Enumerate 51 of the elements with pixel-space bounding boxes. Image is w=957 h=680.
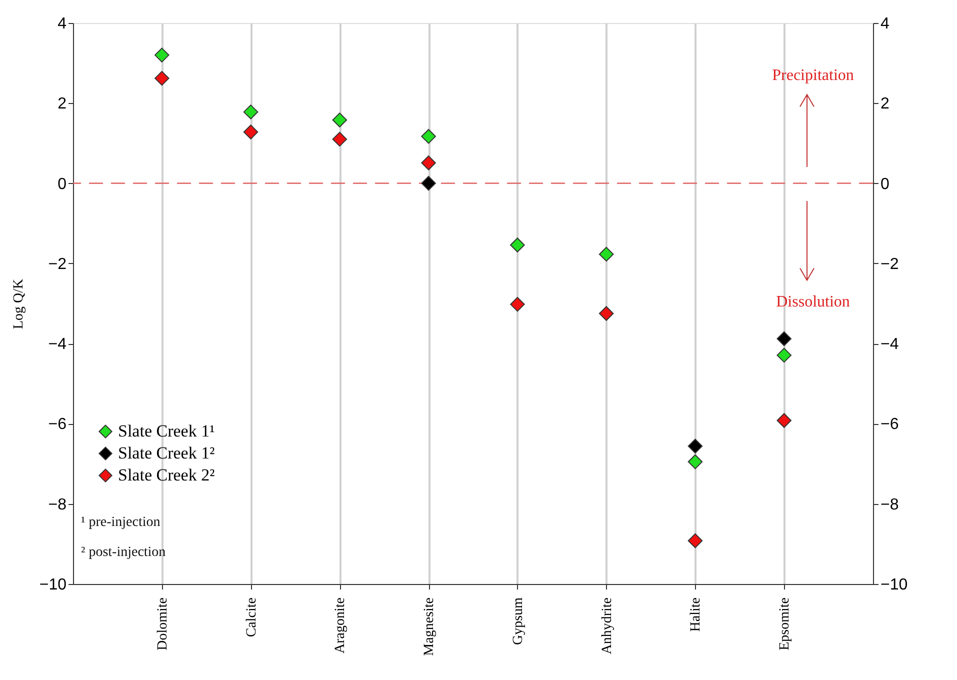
annotation: Dissolution <box>776 293 850 310</box>
y-axis-title: Log Q/K <box>11 278 26 330</box>
point <box>688 533 703 548</box>
point <box>154 70 170 86</box>
y2-tick-label: 2 <box>880 96 890 113</box>
y-tick-label: 2 <box>58 96 67 113</box>
x-tick-label: Epsomite <box>778 598 793 650</box>
annotation: ¹ pre-injection <box>81 515 160 530</box>
x-tick-label: Gypsum <box>510 597 526 645</box>
annotation: ² post-injection <box>81 545 166 560</box>
y2-tick-label: 4 <box>880 16 890 32</box>
y2-tick-label: −8 <box>880 496 899 514</box>
annotation: Precipitation <box>772 67 854 84</box>
point <box>776 331 792 346</box>
point <box>776 413 792 428</box>
point <box>776 348 792 363</box>
legend-label: Slate Creek 1¹ <box>118 422 215 440</box>
point <box>510 238 525 252</box>
y2-tick-label: 0 <box>880 176 890 193</box>
y-tick-label: −2 <box>48 256 67 273</box>
y-tick-label: −8 <box>48 496 67 514</box>
x-tick-label: Magnesite <box>422 598 438 656</box>
x-tick-label: Anhydrite <box>600 598 615 654</box>
x-tick-label: Calcite <box>244 598 260 638</box>
point <box>243 104 258 120</box>
y-tick-label: 0 <box>58 176 67 193</box>
point <box>154 48 170 62</box>
point <box>598 306 614 321</box>
point <box>243 124 258 140</box>
y-tick-label: 4 <box>58 16 67 32</box>
point <box>510 296 525 312</box>
y2-tick-label: −2 <box>880 256 899 273</box>
point <box>332 132 348 147</box>
y2-tick-label: −4 <box>880 336 899 354</box>
point <box>421 176 436 191</box>
point <box>421 129 436 144</box>
y-tick-label: −6 <box>48 416 67 434</box>
legend-label: Slate Creek 2² <box>118 466 215 484</box>
x-tick-label: Dolomite <box>155 598 170 650</box>
x-tick-label: Aragonite <box>333 598 348 654</box>
point <box>598 246 614 262</box>
y2-tick-label: −10 <box>880 576 908 594</box>
point <box>688 438 703 454</box>
point <box>688 454 703 470</box>
legend-label: Slate Creek 1² <box>118 444 215 462</box>
point <box>332 112 348 128</box>
y-tick-label: −10 <box>39 576 67 594</box>
y-tick-label: −4 <box>48 336 67 354</box>
x-tick-label: Halite <box>688 598 704 632</box>
y2-tick-label: −6 <box>880 416 899 434</box>
point <box>421 155 436 170</box>
